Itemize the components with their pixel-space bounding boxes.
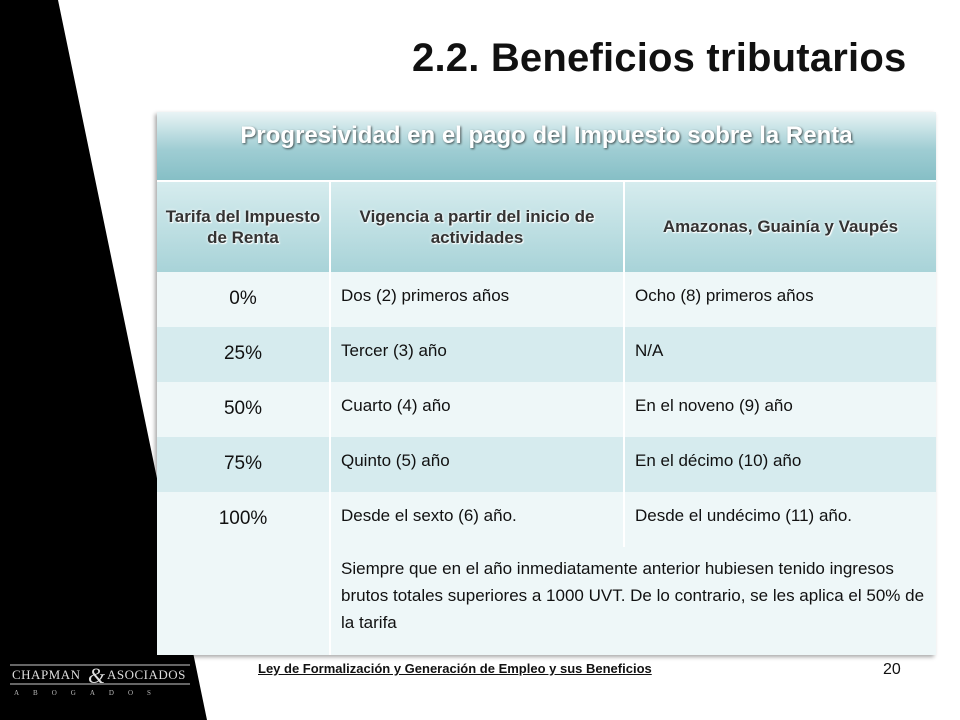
cell-tarifa: 25% [223, 343, 263, 364]
column-header-vigencia: Vigencia a partir del inicio de activida… [331, 182, 623, 272]
benefits-table: Progresividad en el pago del Impuesto so… [157, 112, 936, 655]
column-divider [329, 547, 331, 655]
cell-vigencia: Tercer (3) año [341, 341, 447, 360]
table-row: 100% Desde el sexto (6) año. Desde el un… [157, 492, 936, 547]
chapman-asociados-logo: CHAPMAN & ASOCIADOS ABOGADOS [10, 663, 190, 697]
svg-text:ASOCIADOS: ASOCIADOS [107, 667, 186, 682]
table-heading-band: Progresividad en el pago del Impuesto so… [157, 112, 936, 182]
slide-title: 2.2. Beneficios tributarios [412, 36, 907, 80]
column-header-region: Amazonas, Guainía y Vaupés [625, 182, 936, 272]
table-row: 25% Tercer (3) año N/A [157, 327, 936, 382]
cell-tarifa: 75% [223, 453, 263, 474]
column-divider [623, 182, 625, 547]
table-row: 50% Cuarto (4) año En el noveno (9) año [157, 382, 936, 437]
table-note: Siempre que en el año inmediatamente ant… [341, 559, 925, 632]
cell-vigencia: Dos (2) primeros años [341, 286, 510, 305]
table-note-row: Siempre que en el año inmediatamente ant… [157, 547, 936, 655]
cell-region: Desde el undécimo (11) año. [635, 506, 853, 525]
cell-region: N/A [635, 341, 664, 360]
cell-tarifa: 100% [218, 508, 268, 529]
footer-law-link[interactable]: Ley de Formalización y Generación de Emp… [258, 661, 652, 676]
table-heading: Progresividad en el pago del Impuesto so… [240, 122, 853, 149]
table-row: 75% Quinto (5) año En el décimo (10) año [157, 437, 936, 492]
cell-vigencia: Quinto (5) año [341, 451, 450, 470]
cell-tarifa: 0% [229, 288, 257, 309]
svg-text:&: & [88, 663, 106, 688]
svg-text:CHAPMAN: CHAPMAN [12, 667, 81, 682]
svg-text:ABOGADOS: ABOGADOS [14, 689, 165, 697]
cell-vigencia: Desde el sexto (6) año. [341, 506, 517, 525]
cell-region: En el noveno (9) año [635, 396, 793, 415]
table-row: 0% Dos (2) primeros años Ocho (8) primer… [157, 272, 936, 327]
column-divider [329, 182, 331, 547]
cell-region: En el décimo (10) año [635, 451, 802, 470]
cell-region: Ocho (8) primeros años [635, 286, 814, 305]
column-header-tarifa: Tarifa del Impuesto de Renta [157, 182, 329, 272]
cell-vigencia: Cuarto (4) año [341, 396, 451, 415]
page-number: 20 [883, 661, 901, 678]
cell-tarifa: 50% [223, 398, 263, 419]
